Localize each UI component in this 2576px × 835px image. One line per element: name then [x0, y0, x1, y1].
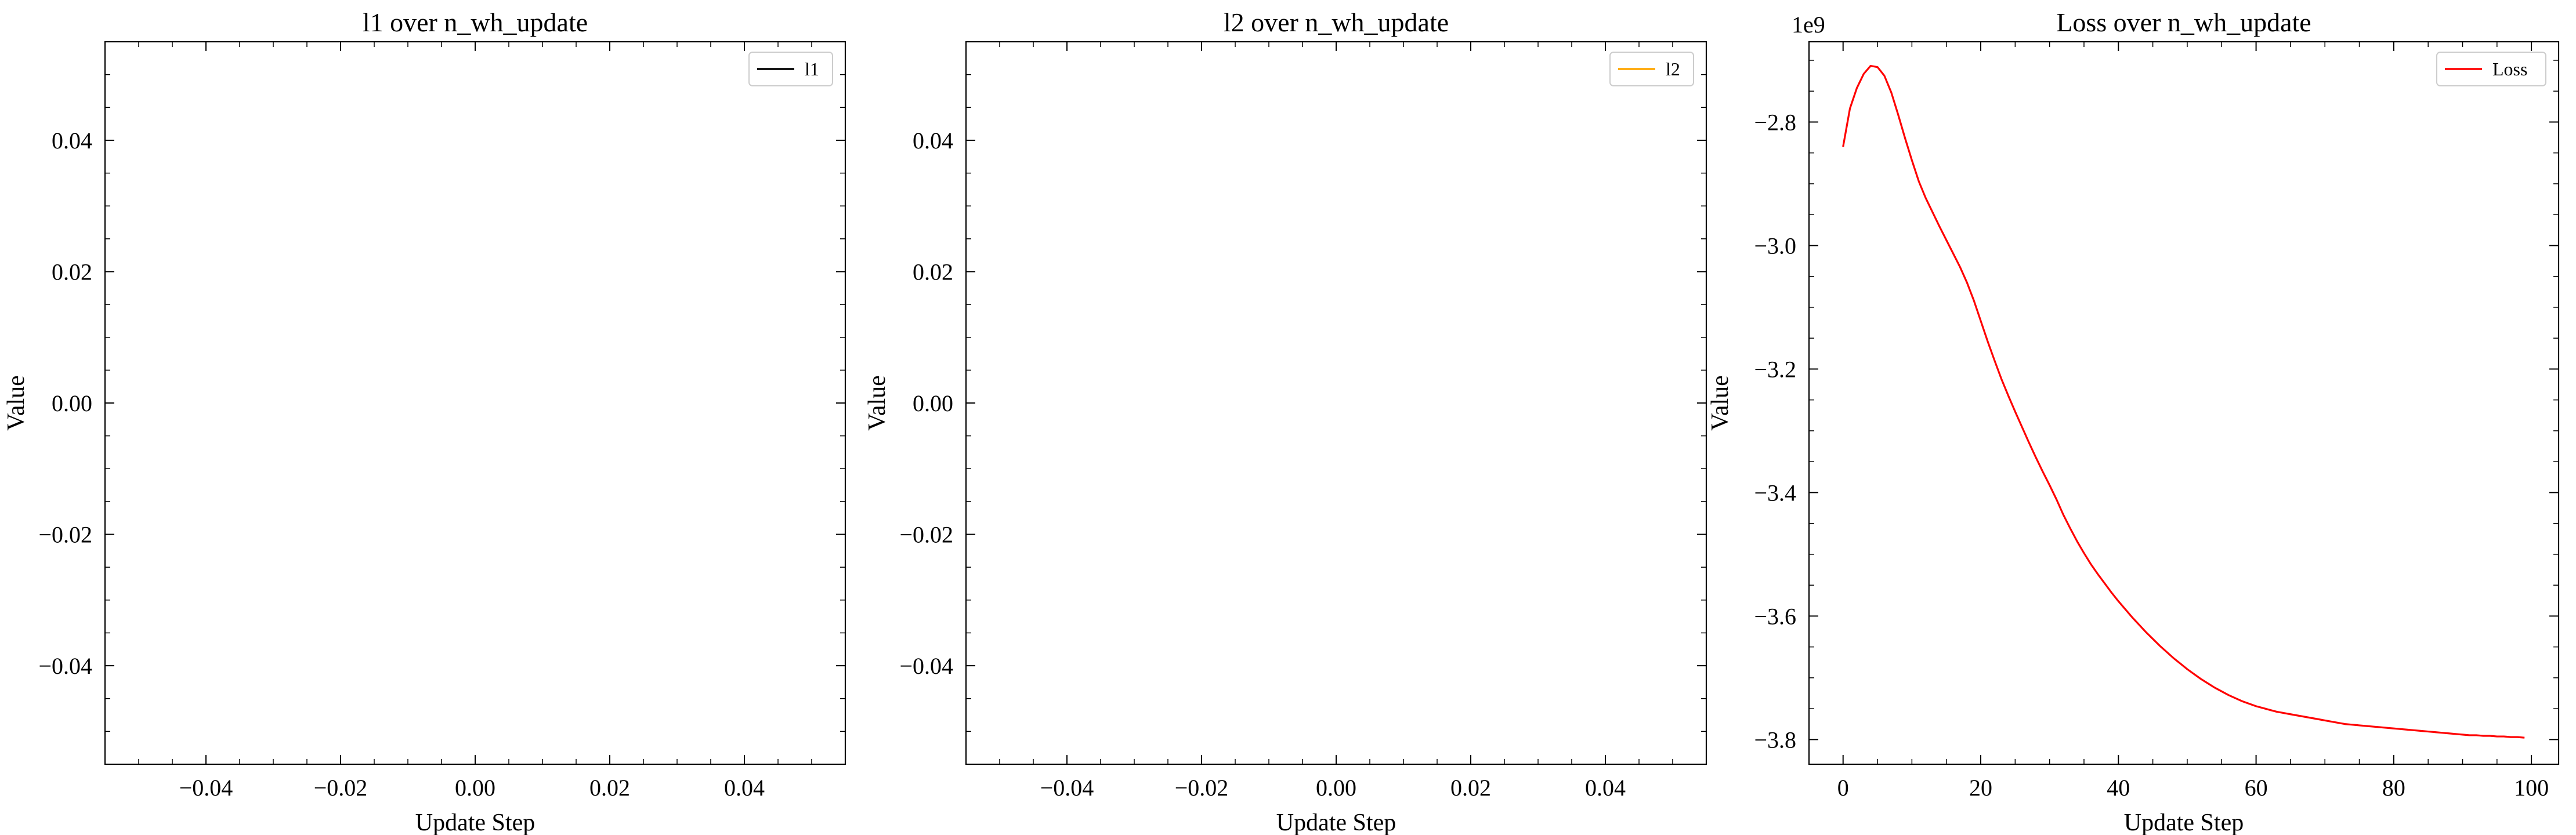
x-tick-label: −0.02: [314, 775, 368, 801]
x-tick-label: 0.04: [724, 775, 765, 801]
y-axis-label: Value: [864, 375, 891, 431]
x-tick-label: 20: [1969, 775, 1992, 801]
series-line-loss: [1842, 64, 2525, 739]
y-tick-label: −3.4: [1754, 480, 1796, 506]
y-tick-label: −2.8: [1754, 109, 1796, 135]
plot-frame: [1808, 41, 2560, 765]
legend-entry-label: Loss: [2492, 59, 2527, 79]
legend-entry-label: l1: [805, 59, 819, 79]
chart-title: Loss over n_wh_update: [2056, 8, 2311, 37]
x-tick-label: 0.00: [1316, 775, 1356, 801]
y-tick-label: −0.04: [38, 653, 92, 679]
x-tick-label: 100: [2514, 775, 2549, 801]
plot-frame: [965, 41, 1707, 765]
y-tick-label: −3.8: [1754, 727, 1796, 753]
y-tick-label: −3.0: [1754, 233, 1796, 259]
x-tick-label: 40: [2107, 775, 2130, 801]
y-tick-label: −3.2: [1754, 356, 1796, 382]
y-tick-label: −0.02: [899, 522, 953, 548]
x-axis-label: Update Step: [1276, 809, 1396, 835]
legend-box: [2436, 52, 2546, 86]
y-tick-label: 0.04: [913, 128, 953, 154]
x-tick-label: 0: [1837, 775, 1849, 801]
chart-panel-3: Loss over n_wh_update Update Step Value 0 20…: [1707, 8, 2560, 835]
x-tick-label: 0.04: [1585, 775, 1626, 801]
x-tick-label: −0.04: [179, 775, 233, 801]
x-tick-label: 80: [2382, 775, 2405, 801]
y-tick-label: 0.04: [52, 128, 92, 154]
y-tick-label: 0.02: [913, 259, 953, 285]
chart-title: l2 over n_wh_update: [1224, 8, 1449, 37]
chart-panel-1: l1 over n_wh_update Update Step Value −0.04…: [3, 8, 846, 835]
plot-frame: [104, 41, 846, 765]
chart-title: l1 over n_wh_update: [363, 8, 588, 37]
x-tick-label: −0.04: [1040, 775, 1094, 801]
x-tick-label: −0.02: [1175, 775, 1229, 801]
y-tick-label: 0.00: [52, 390, 92, 416]
y-tick-label: −3.6: [1754, 603, 1796, 629]
axis-offset-text: 1e9: [1792, 12, 1825, 38]
y-axis-label: Value: [3, 375, 30, 431]
y-tick-label: −0.02: [38, 522, 92, 548]
x-axis-label: Update Step: [415, 809, 535, 835]
legend: l2: [1609, 52, 1694, 86]
legend-entry-label: l2: [1666, 59, 1680, 79]
legend: l1: [748, 52, 833, 86]
x-tick-label: 60: [2245, 775, 2268, 801]
y-tick-label: 0.00: [913, 390, 953, 416]
y-axis-label: Value: [1707, 375, 1734, 431]
y-tick-label: 0.02: [52, 259, 92, 285]
y-tick-label: −0.04: [899, 653, 953, 679]
legend: Loss: [2436, 52, 2546, 86]
chart-panel-2: l2 over n_wh_update Update Step Value −0.04…: [864, 8, 1707, 835]
x-tick-label: 0.00: [455, 775, 495, 801]
x-axis-label: Update Step: [2124, 809, 2244, 835]
x-tick-label: 0.02: [589, 775, 630, 801]
x-tick-label: 0.02: [1450, 775, 1491, 801]
